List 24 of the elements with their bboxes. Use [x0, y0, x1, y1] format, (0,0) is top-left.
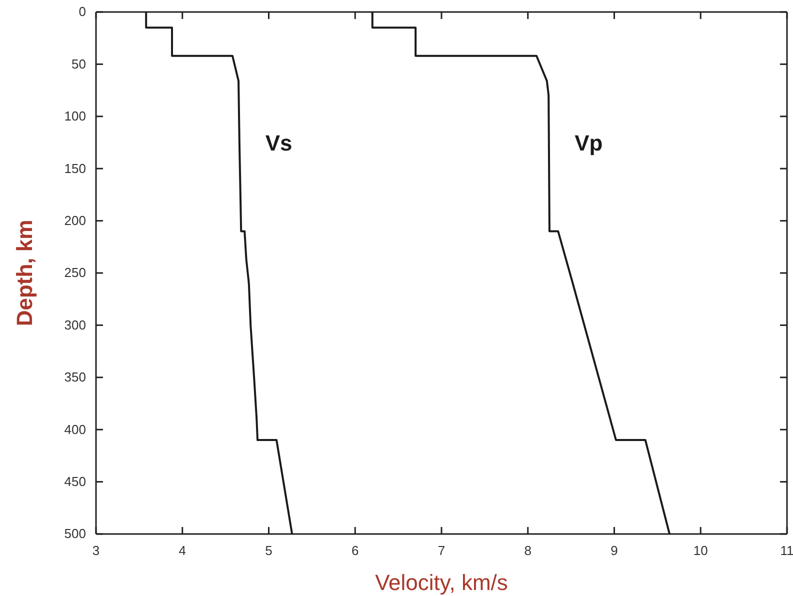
y-tick-label: 200 [64, 212, 86, 228]
series-label: Vp [574, 130, 603, 156]
y-tick-label: 100 [64, 108, 86, 124]
y-tick-label: 50 [72, 56, 86, 72]
x-tick-label: 5 [265, 543, 272, 558]
x-tick-label: 7 [438, 543, 446, 558]
x-tick-label: 3 [92, 543, 100, 558]
x-tick-label: 10 [693, 543, 708, 558]
x-tick-label: 4 [178, 543, 186, 558]
y-axis-title: Depth, km [12, 220, 37, 326]
y-tick-label: 250 [64, 265, 86, 280]
y-tick-label: 150 [64, 160, 86, 176]
series-label: Vs [265, 130, 292, 156]
y-tick-label: 400 [64, 422, 86, 437]
y-tick-label: 350 [64, 370, 86, 385]
y-tick-label: 0 [78, 4, 86, 20]
y-tick-label: 450 [64, 474, 86, 489]
x-tick-label: 11 [780, 543, 793, 558]
x-tick-label: 6 [352, 543, 359, 558]
x-tick-label: 8 [524, 543, 532, 558]
y-tick-label: 500 [64, 526, 86, 542]
y-tick-label: 300 [64, 317, 86, 332]
x-axis-title: Velocity, km/s [375, 570, 508, 595]
x-tick-label: 9 [610, 543, 618, 558]
